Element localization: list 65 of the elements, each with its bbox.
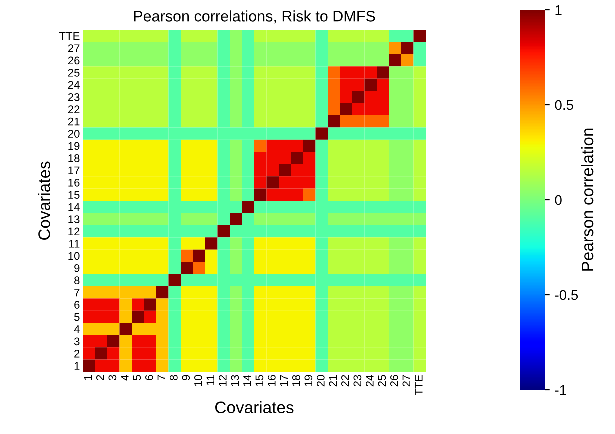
x-tick-label: 17 [280,375,288,386]
color-bar-label: 0 [555,195,562,206]
x-tick-label: 13 [231,375,240,386]
x-tick-label: 25 [378,375,386,387]
x-tick-label: 9 [182,375,190,380]
color-bar-label: 1 [556,5,562,16]
x-tick-label: 4 [121,375,129,381]
x-tick-label: 26 [390,375,398,387]
color-bar-title: Pearson correlation [581,128,594,271]
y-tick-label: 25 [68,69,80,77]
y-tick-label: 3 [74,338,80,346]
y-tick-label: 19 [68,142,80,150]
x-tick-label: 10 [194,375,202,386]
x-tick-label: 16 [268,375,276,386]
x-tick-label: 22 [341,375,350,387]
y-tick-label: 10 [68,252,80,260]
x-tick-label: 6 [145,375,154,380]
y-tick-label: 14 [68,203,80,212]
y-tick-label: 1 [74,362,80,370]
x-tick-label: 5 [133,375,142,381]
x-tick-label: 15 [256,375,264,386]
y-tick-label: 2 [74,350,80,358]
chart-title: Pearson correlations, Risk to DMFS [134,10,376,24]
color-bar-label: -1 [555,385,566,396]
y-tick-label: 16 [68,178,80,187]
y-tick-label: 8 [74,276,80,285]
color-bar-label: -0.5 [555,290,578,300]
y-tick-label: TTE [59,32,80,40]
x-tick-label: 23 [354,375,362,387]
x-tick-label: 7 [158,375,166,380]
x-tick-label: TTE [415,375,423,396]
x-tick-label: 14 [244,375,252,386]
x-tick-label: 24 [366,375,374,387]
y-tick-label: 4 [74,326,80,334]
y-tick-label: 13 [68,216,80,224]
y-tick-label: 20 [68,130,80,138]
y-tick-label: 6 [74,301,80,309]
y-tick-label: 18 [68,154,80,162]
x-axis-title: Covariates [216,401,294,414]
y-tick-label: 21 [68,118,80,126]
x-tick-label: 11 [206,375,214,386]
y-tick-label: 15 [68,191,80,200]
color-bar-label: 0.5 [555,100,574,110]
y-tick-label: 23 [68,93,80,102]
x-tick-label: 21 [329,375,337,387]
x-tick-label: 3 [108,375,117,381]
y-tick-label: 22 [68,106,80,114]
x-tick-label: 2 [96,375,104,380]
y-tick-label: 12 [68,228,80,236]
x-tick-label: 12 [218,375,227,386]
y-tick-label: 9 [74,264,80,272]
y-tick-label: 27 [68,44,80,52]
y-axis-title: Covariates [38,162,50,240]
y-tick-label: 26 [68,56,80,65]
x-tick-label: 8 [170,375,178,380]
y-tick-label: 11 [70,240,80,248]
x-tick-label: 20 [316,375,325,387]
x-tick-label: 1 [84,375,92,380]
y-tick-label: 17 [68,166,80,174]
x-tick-label: 18 [292,375,300,386]
y-tick-label: 24 [68,81,80,89]
y-tick-label: 5 [74,313,80,322]
x-tick-label: 19 [304,375,313,386]
y-tick-label: 7 [74,288,80,297]
x-tick-label: 27 [402,375,410,387]
